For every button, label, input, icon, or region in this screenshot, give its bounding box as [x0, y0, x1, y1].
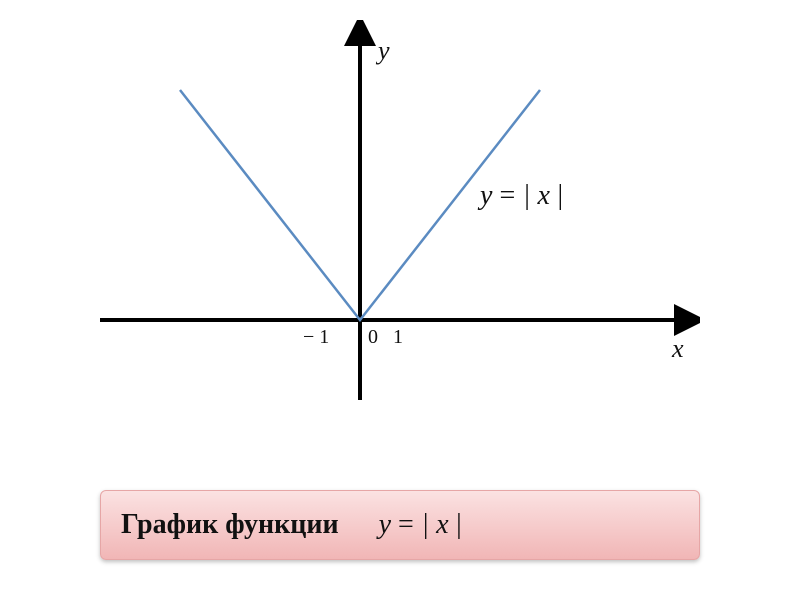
chart-svg: [100, 20, 700, 440]
cap-eq-equals: =: [391, 509, 421, 540]
caption-text: График функции: [121, 509, 339, 541]
cap-eq-bar-l: |: [421, 509, 431, 540]
caption-box: График функции y = | x |: [100, 490, 700, 560]
cap-eq-y: y: [379, 509, 391, 540]
tick-zero: 0: [368, 326, 378, 349]
tick-one: 1: [393, 326, 403, 349]
abs-value-chart: y x − 1 0 1 y = | x |: [100, 20, 700, 440]
eq-bar-r: |: [556, 180, 566, 211]
eq-equals: =: [492, 180, 522, 211]
x-axis-label: x: [672, 334, 684, 364]
chart-equation: y = | x |: [480, 180, 565, 212]
tick-minus-1: − 1: [303, 326, 329, 349]
eq-y: y: [480, 180, 492, 211]
caption-equation: y = | x |: [379, 509, 464, 541]
y-axis-label: y: [378, 36, 390, 66]
eq-x: x: [537, 180, 549, 211]
cap-eq-x: x: [436, 509, 448, 540]
eq-bar-l: |: [522, 180, 532, 211]
cap-eq-bar-r: |: [454, 509, 464, 540]
